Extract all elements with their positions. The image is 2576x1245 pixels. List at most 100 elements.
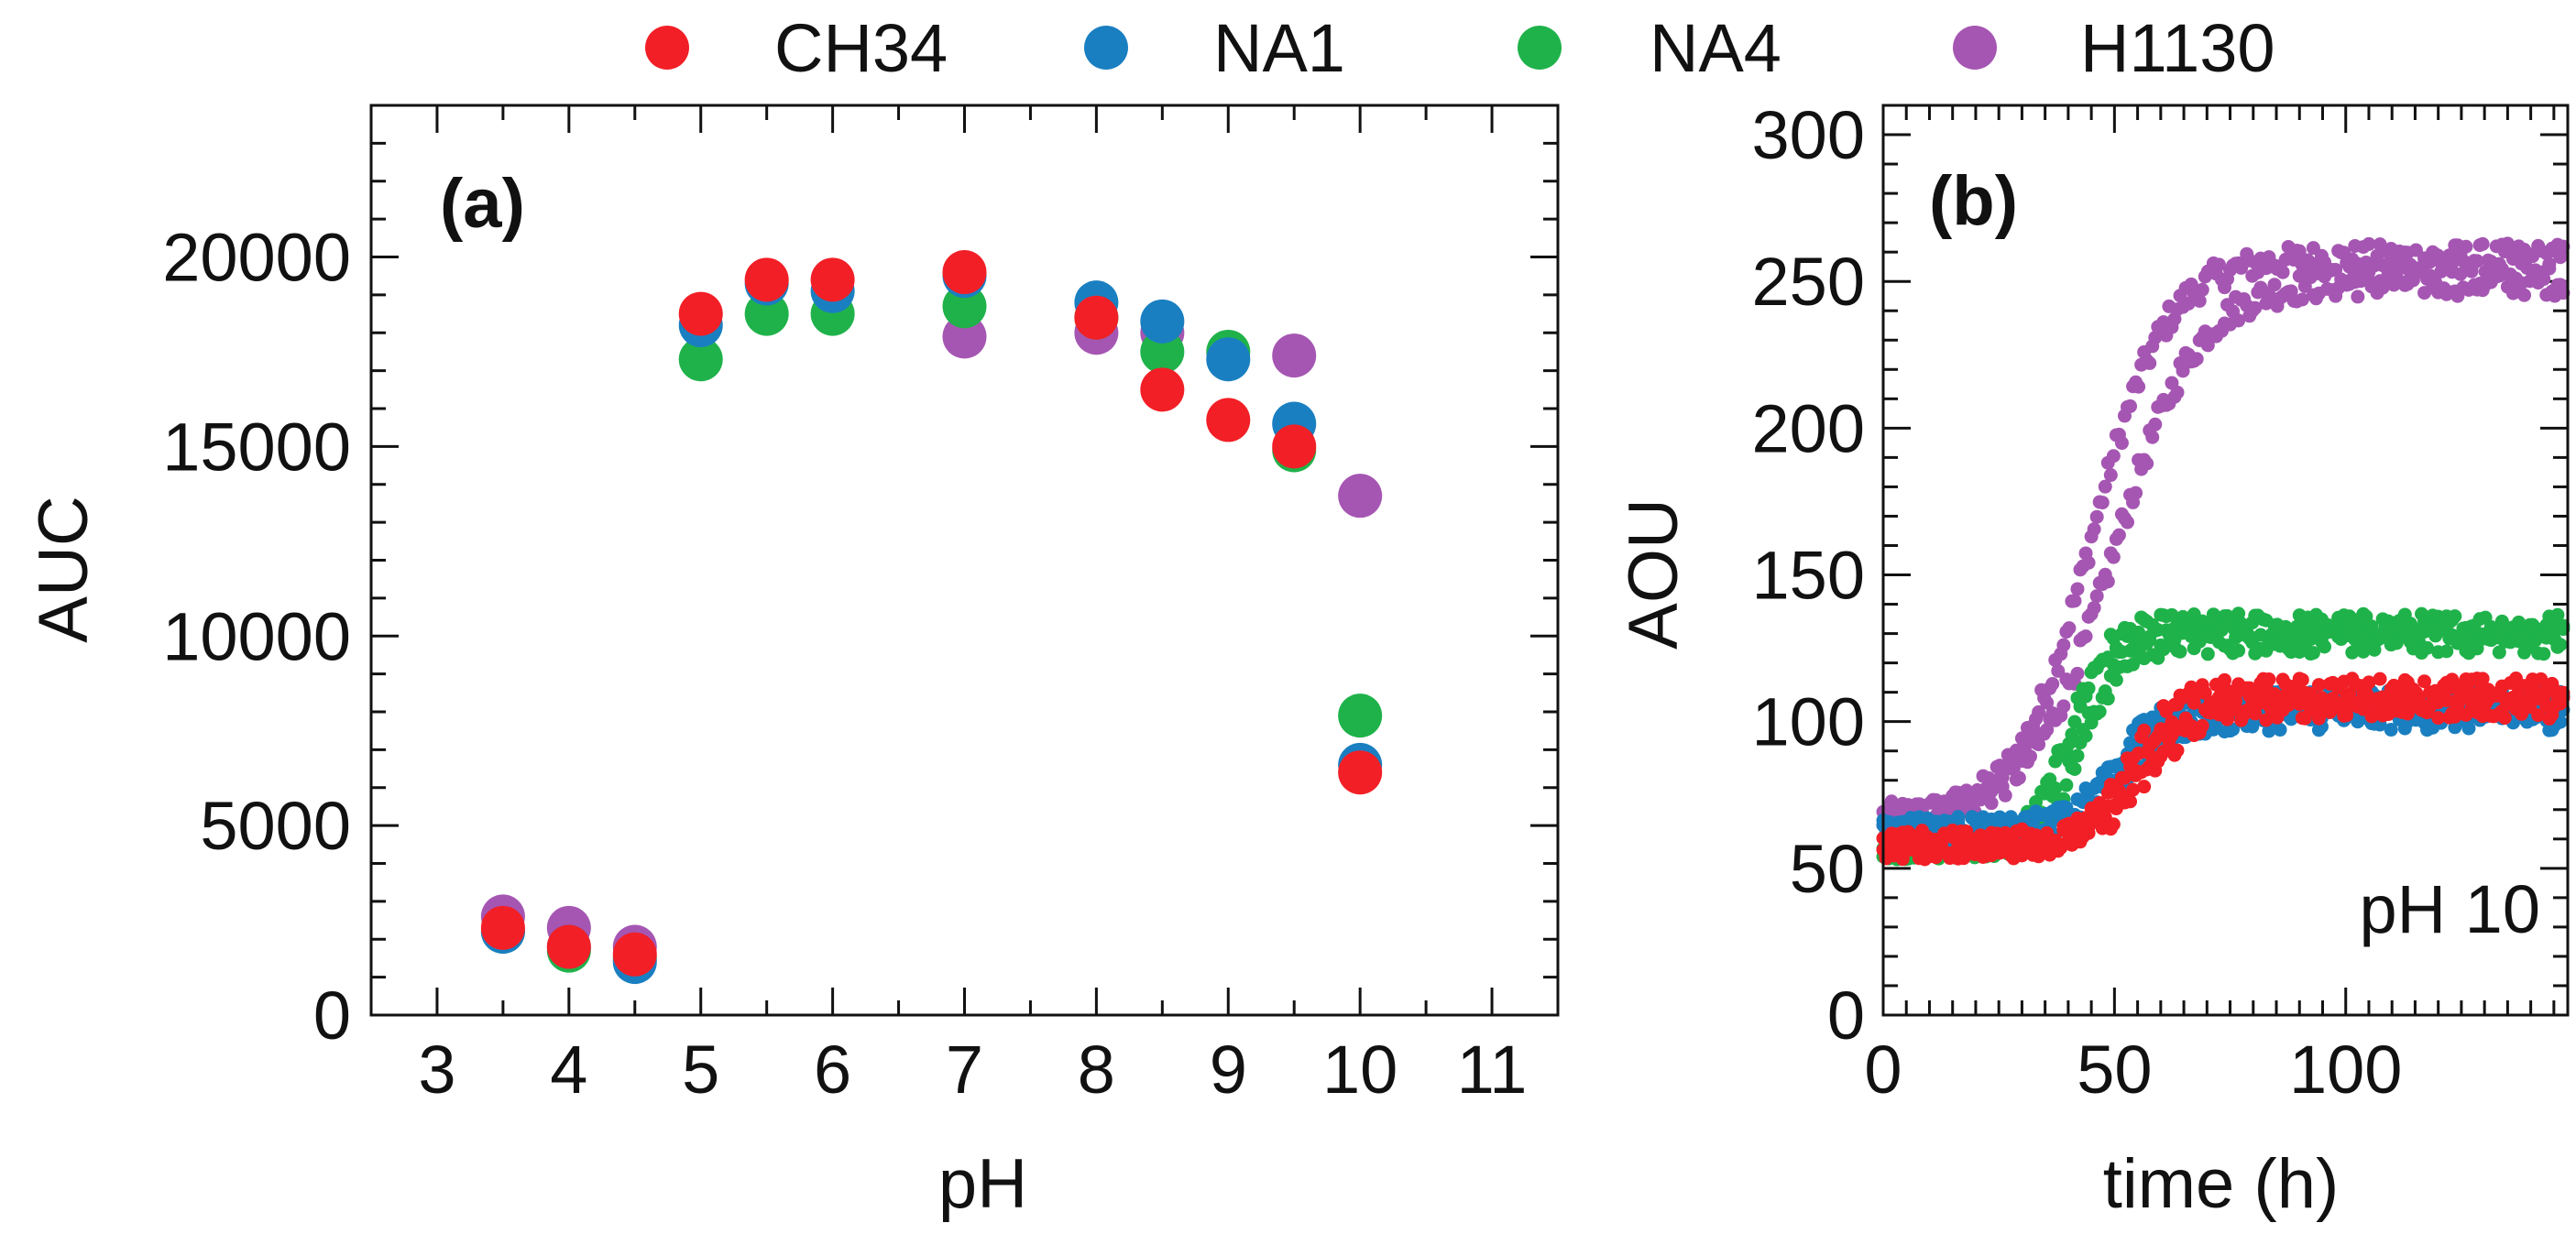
x-tick-label: 3 [418, 1032, 455, 1108]
point-na4 [2367, 642, 2382, 657]
point-h1130 [2045, 677, 2060, 692]
point-ch34 [2448, 709, 2462, 724]
point-ch34 [1272, 424, 1317, 469]
point-h1130 [2189, 352, 2204, 366]
point-ch34 [942, 250, 987, 295]
point-na4 [2439, 644, 2454, 659]
panel-b-x-axis-title: time (h) [2103, 1145, 2340, 1223]
point-h1130 [2303, 270, 2318, 285]
point-na4 [2456, 632, 2471, 647]
point-ch34 [2417, 674, 2432, 689]
point-h1130 [2062, 621, 2077, 636]
point-h1130 [2070, 582, 2085, 596]
point-h1130 [2267, 278, 2282, 292]
panel-b-annotation: pH 10 [2360, 871, 2540, 947]
legend-marker-ch34 [645, 26, 689, 70]
point-h1130 [2032, 737, 2046, 752]
point-na4 [2553, 638, 2568, 652]
point-ch34 [1914, 825, 1929, 839]
point-h1130 [2406, 273, 2420, 288]
panel-a-label: (a) [440, 165, 525, 243]
point-ch34 [1140, 367, 1185, 412]
point-h1130 [942, 314, 987, 359]
point-ch34 [1074, 295, 1119, 340]
point-na4 [2550, 607, 2565, 622]
legend-marker-na4 [1518, 26, 1562, 70]
point-ch34 [1338, 750, 1383, 795]
panel-a-y-tick-labels: 0 5000 10000 15000 20000 [162, 220, 351, 1054]
point-h1130 [2351, 289, 2365, 304]
point-h1130 [2011, 770, 2026, 785]
legend-label-na1: NA1 [1213, 10, 1345, 86]
point-h1130 [2089, 509, 2104, 524]
point-na4 [2165, 622, 2179, 637]
point-ch34 [2311, 678, 2326, 693]
panel-b-ticks [1881, 104, 2568, 1017]
point-ch34 [1957, 851, 1971, 866]
point-ch34 [2126, 782, 2141, 797]
point-ch34 [678, 291, 723, 336]
y-tick-label: 5000 [200, 788, 351, 864]
point-h1130 [2195, 282, 2209, 297]
point-na1 [1951, 810, 1966, 825]
point-na4 [2132, 625, 2146, 639]
y-tick-label: 150 [1752, 538, 1865, 614]
point-na4 [2381, 620, 2395, 635]
point-h1130 [2132, 379, 2146, 394]
point-h1130 [2129, 486, 2143, 500]
point-h1130 [2081, 555, 2096, 570]
y-tick-label: 15000 [162, 409, 351, 485]
point-h1130 [2275, 265, 2290, 279]
point-ch34 [2411, 693, 2426, 707]
point-na4 [1338, 693, 1383, 738]
point-h1130 [2434, 264, 2449, 278]
point-na4 [2420, 640, 2435, 655]
point-ch34 [2340, 708, 2354, 723]
legend: CH34 NA1 NA4 H1130 [645, 10, 2275, 86]
point-na4 [2448, 609, 2462, 624]
point-na4 [2067, 761, 2082, 776]
point-h1130 [2070, 666, 2085, 681]
point-h1130 [2032, 704, 2046, 719]
point-ch34 [2497, 711, 2512, 726]
point-na4 [2200, 647, 2215, 661]
point-h1130 [2114, 436, 2129, 451]
point-ch34 [2054, 837, 2068, 852]
point-h1130 [1984, 796, 1999, 811]
point-h1130 [2323, 264, 2338, 278]
point-ch34 [1895, 852, 1910, 867]
point-na1 [2461, 721, 2476, 736]
point-h1130 [2040, 723, 2055, 737]
y-tick-label: 0 [1827, 977, 1865, 1054]
point-h1130 [2553, 250, 2568, 265]
x-tick-label: 5 [682, 1032, 719, 1108]
point-na4 [2359, 609, 2373, 624]
point-na4 [2231, 643, 2246, 658]
point-na4 [2143, 629, 2157, 644]
point-h1130 [2051, 663, 2066, 678]
point-na4 [2109, 672, 2123, 687]
point-ch34 [1206, 398, 1251, 442]
point-na4 [942, 284, 987, 329]
y-tick-label: 300 [1752, 97, 1865, 173]
point-h1130 [2056, 699, 2071, 714]
panel-b-label: (b) [1929, 162, 2018, 240]
point-ch34 [2295, 672, 2309, 687]
point-h1130 [2459, 239, 2473, 254]
point-na1 [2226, 722, 2241, 737]
point-ch34 [612, 932, 657, 977]
point-na4 [2100, 692, 2115, 706]
point-ch34 [2137, 780, 2152, 794]
point-na1 [1992, 810, 2007, 825]
point-h1130 [2106, 449, 2121, 464]
panel-b-x-tick-labels: 0 50 100 [1864, 1032, 2402, 1108]
point-h1130 [2542, 261, 2557, 276]
point-h1130 [2140, 456, 2154, 471]
y-tick-label: 20000 [162, 220, 351, 296]
point-na1 [2059, 800, 2074, 814]
point-h1130 [2148, 417, 2163, 431]
point-na4 [744, 291, 789, 336]
legend-marker-h1130 [1953, 26, 1997, 70]
point-na4 [2492, 645, 2506, 660]
